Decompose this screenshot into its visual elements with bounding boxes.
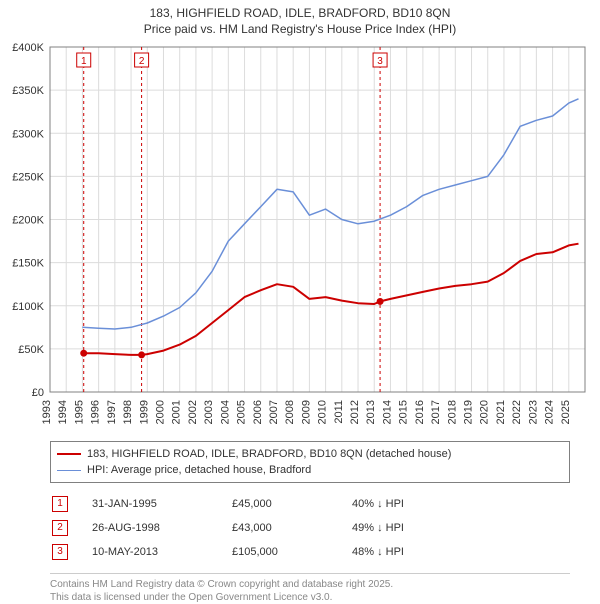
svg-text:2009: 2009: [300, 400, 312, 424]
svg-text:2024: 2024: [544, 400, 556, 424]
svg-text:£0: £0: [32, 387, 44, 399]
svg-text:2013: 2013: [365, 400, 377, 424]
title-line-1: 183, HIGHFIELD ROAD, IDLE, BRADFORD, BD1…: [0, 6, 600, 22]
svg-text:2010: 2010: [317, 400, 329, 424]
svg-text:1994: 1994: [57, 400, 69, 424]
sale-marker-icon: 3: [52, 544, 68, 560]
svg-text:2001: 2001: [171, 400, 183, 424]
sale-price: £43,000: [232, 517, 350, 539]
legend-item: HPI: Average price, detached house, Brad…: [57, 462, 563, 478]
svg-text:£50K: £50K: [18, 344, 44, 356]
legend-swatch: [57, 453, 81, 455]
svg-text:£200K: £200K: [12, 215, 44, 227]
svg-text:1996: 1996: [90, 400, 102, 424]
svg-text:£350K: £350K: [12, 85, 44, 97]
svg-text:2022: 2022: [511, 400, 523, 424]
svg-text:£150K: £150K: [12, 258, 44, 270]
svg-text:1995: 1995: [73, 400, 85, 424]
sale-delta: 49% ↓ HPI: [352, 517, 412, 539]
svg-text:2002: 2002: [187, 400, 199, 424]
svg-text:2017: 2017: [430, 400, 442, 424]
svg-text:£100K: £100K: [12, 301, 44, 313]
sale-delta: 48% ↓ HPI: [352, 541, 412, 563]
svg-text:2019: 2019: [463, 400, 475, 424]
chart-svg: £0 £50K £100K £150K £200K £250K £300K £350K £400…: [0, 37, 600, 437]
svg-text:2015: 2015: [398, 400, 410, 424]
sale-price: £105,000: [232, 541, 350, 563]
svg-text:3: 3: [377, 56, 383, 67]
svg-text:2008: 2008: [284, 400, 296, 424]
svg-text:2023: 2023: [527, 400, 539, 424]
svg-text:£250K: £250K: [12, 172, 44, 184]
title-line-2: Price paid vs. HM Land Registry's House …: [0, 22, 600, 38]
table-row: 1 31-JAN-1995£45,00040% ↓ HPI: [52, 493, 412, 515]
svg-text:1: 1: [81, 56, 87, 67]
svg-text:2012: 2012: [349, 400, 361, 424]
svg-text:2011: 2011: [333, 400, 345, 424]
svg-text:1998: 1998: [122, 400, 134, 424]
table-row: 2 26-AUG-1998£43,00049% ↓ HPI: [52, 517, 412, 539]
svg-text:2: 2: [139, 56, 145, 67]
svg-text:2005: 2005: [236, 400, 248, 424]
svg-text:2021: 2021: [495, 400, 507, 424]
svg-text:£400K: £400K: [12, 42, 44, 54]
footer-line-1: Contains HM Land Registry data © Crown c…: [50, 578, 570, 591]
sale-date: 26-AUG-1998: [92, 517, 230, 539]
sale-marker-icon: 2: [52, 520, 68, 536]
svg-text:2006: 2006: [252, 400, 264, 424]
svg-text:2025: 2025: [560, 400, 572, 424]
svg-text:2003: 2003: [203, 400, 215, 424]
footer: Contains HM Land Registry data © Crown c…: [50, 573, 570, 604]
sale-date: 10-MAY-2013: [92, 541, 230, 563]
sale-date: 31-JAN-1995: [92, 493, 230, 515]
svg-text:2020: 2020: [479, 400, 491, 424]
svg-text:2014: 2014: [381, 400, 393, 424]
svg-text:1997: 1997: [106, 400, 118, 424]
legend: 183, HIGHFIELD ROAD, IDLE, BRADFORD, BD1…: [50, 441, 570, 483]
chart-area: £0 £50K £100K £150K £200K £250K £300K £350K £400…: [0, 37, 600, 437]
sale-price: £45,000: [232, 493, 350, 515]
table-row: 3 10-MAY-2013£105,00048% ↓ HPI: [52, 541, 412, 563]
legend-item: 183, HIGHFIELD ROAD, IDLE, BRADFORD, BD1…: [57, 446, 563, 462]
sale-delta: 40% ↓ HPI: [352, 493, 412, 515]
svg-text:2004: 2004: [219, 400, 231, 424]
svg-text:1999: 1999: [138, 400, 150, 424]
legend-label: HPI: Average price, detached house, Brad…: [87, 464, 311, 476]
sale-marker-icon: 1: [52, 496, 68, 512]
svg-text:1993: 1993: [41, 400, 53, 424]
svg-text:2016: 2016: [414, 400, 426, 424]
svg-text:2000: 2000: [154, 400, 166, 424]
footer-line-2: This data is licensed under the Open Gov…: [50, 591, 570, 604]
svg-text:2018: 2018: [446, 400, 458, 424]
svg-text:2007: 2007: [268, 400, 280, 424]
legend-label: 183, HIGHFIELD ROAD, IDLE, BRADFORD, BD1…: [87, 448, 451, 460]
svg-text:£300K: £300K: [12, 128, 44, 140]
sales-table: 1 31-JAN-1995£45,00040% ↓ HPI 2 26-AUG-1998…: [50, 491, 414, 565]
legend-swatch: [57, 470, 81, 471]
chart-title: 183, HIGHFIELD ROAD, IDLE, BRADFORD, BD1…: [0, 0, 600, 37]
